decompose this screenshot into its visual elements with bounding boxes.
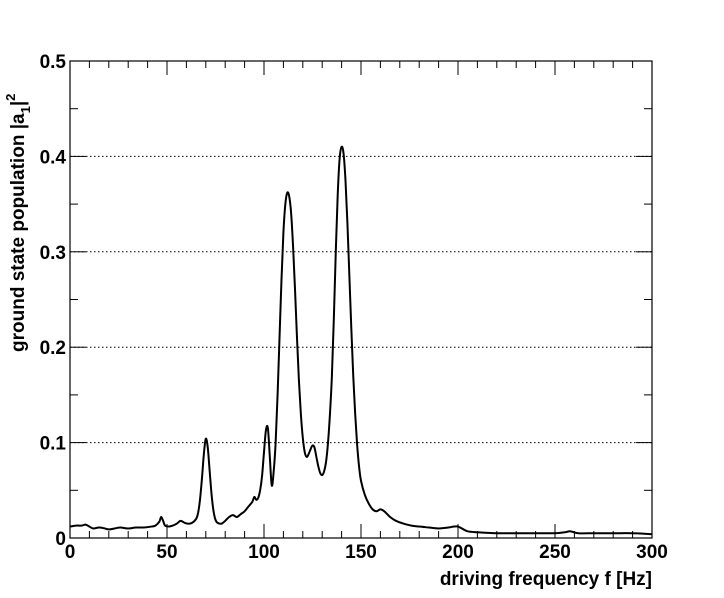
x-tick-label: 0: [65, 542, 76, 563]
x-tick-label: 250: [539, 542, 571, 563]
y-axis-label-subscript: 1: [18, 106, 33, 113]
y-axis-label-suffix: |: [8, 101, 29, 106]
series-line-0: [69, 145, 653, 536]
y-axis-label: ground state population |a1|2: [3, 94, 33, 352]
y-tick-label: 0: [55, 529, 66, 550]
x-tick-label: 50: [156, 542, 177, 563]
y-tick-label: 0.2: [40, 338, 66, 359]
plot-frame: [69, 60, 653, 539]
y-axis-label-main: ground state population |a: [8, 113, 29, 352]
x-tick-label: 200: [442, 542, 474, 563]
x-axis-label: driving frequency f [Hz]: [440, 569, 652, 590]
y-axis-label-superscript: 2: [3, 94, 18, 101]
y-tick-label: 0.3: [40, 243, 66, 264]
y-tick-label: 0.4: [40, 147, 67, 168]
grid-lines: [70, 155, 652, 444]
y-tick-label: 0.1: [40, 434, 67, 455]
svg-text:ground state population |a1|2: ground state population |a1|2: [3, 94, 33, 352]
plot-area: [69, 145, 653, 536]
x-tick-label: 100: [248, 542, 280, 563]
x-tick-label: 150: [345, 542, 377, 563]
axes: [69, 60, 653, 539]
y-tick-label: 0.5: [40, 52, 67, 73]
x-tick-label: 300: [636, 542, 668, 563]
tick-labels: 0 50 100 150 200 250 300 0 0.1 0.2 0.3 0.4 0.5: [40, 52, 668, 563]
